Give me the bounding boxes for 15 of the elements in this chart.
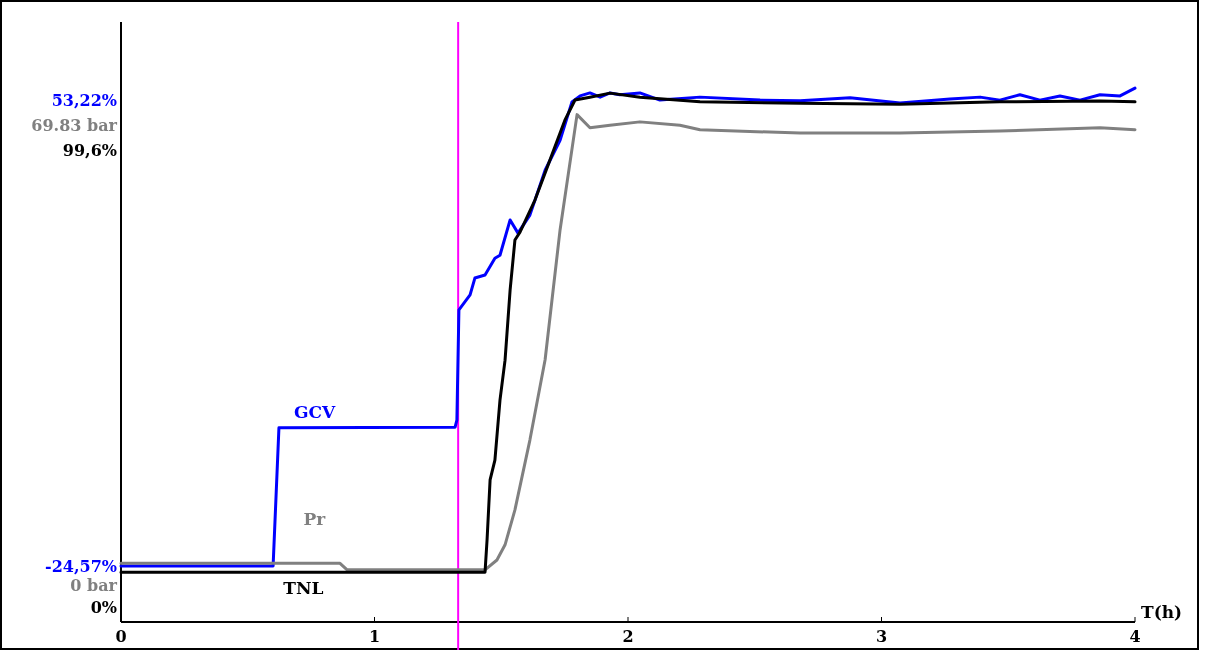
x-tick-label: 4: [1129, 627, 1141, 646]
y-tick-label: -24,57%: [45, 557, 117, 577]
series-label: TNL: [283, 578, 324, 599]
x-tick-label: 3: [875, 627, 888, 646]
x-tick-label: 2: [622, 627, 634, 646]
x-tick-label: 0: [115, 627, 127, 646]
x-axis-title: T(h): [1141, 602, 1183, 622]
y3-tick-label: 0%: [90, 598, 117, 618]
y2-tick-label: 0 bar: [70, 576, 118, 596]
y-tick-label: 53,22%: [51, 91, 117, 110]
y3-tick-label: 99,6%: [62, 141, 117, 161]
y2-tick-label: 69.83 bar: [31, 115, 118, 135]
series-label: Pr: [303, 509, 327, 530]
series-label: GCV: [293, 401, 336, 422]
x-tick-label: 1: [368, 627, 381, 646]
